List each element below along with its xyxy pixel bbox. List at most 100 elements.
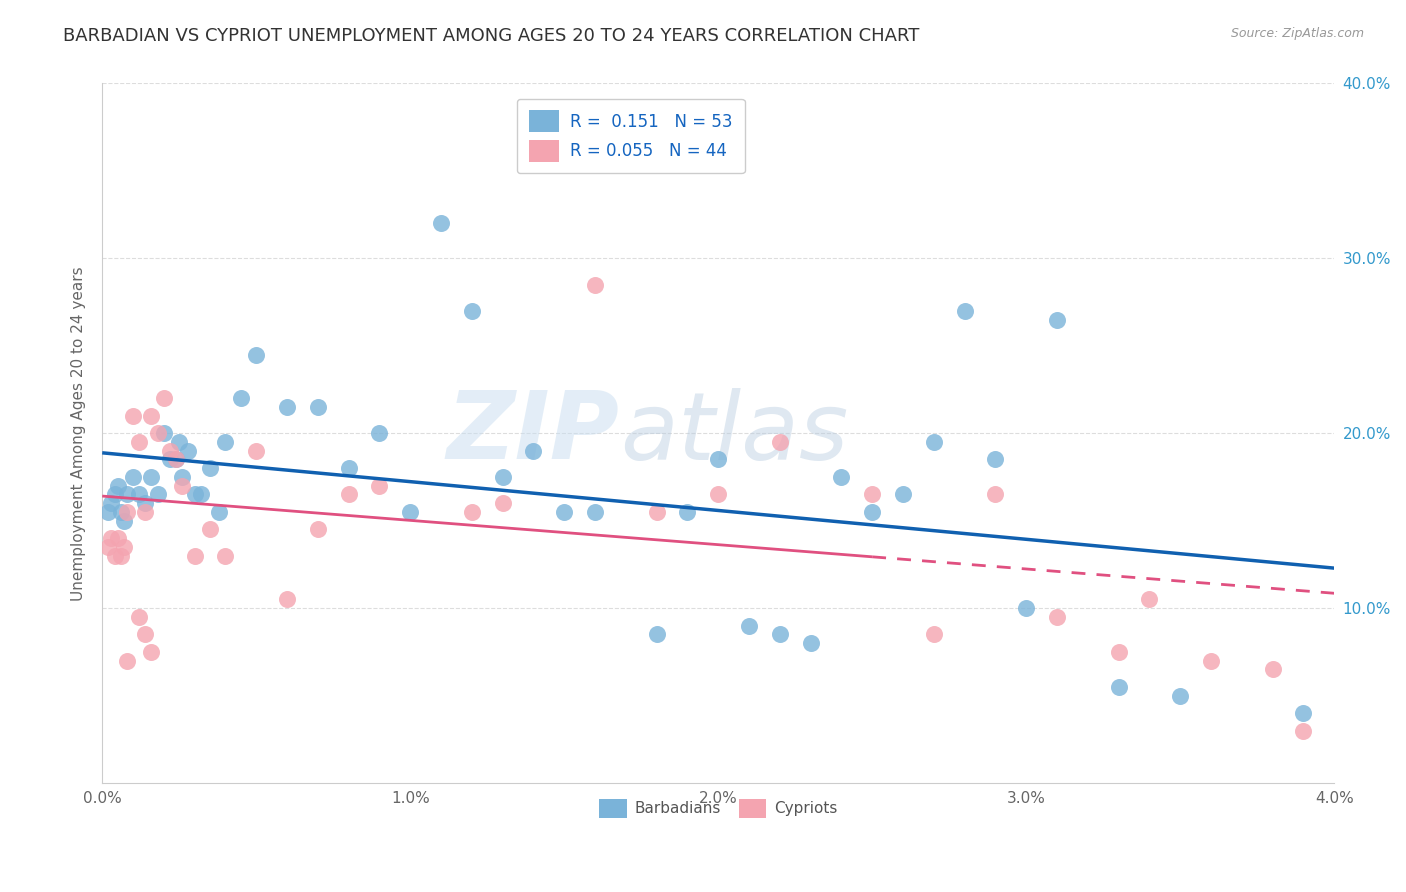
Point (128, 487, 150, 501)
Point (115, 505, 138, 519)
Point (165, 452, 187, 467)
Point (110, 549, 132, 563)
Point (159, 452, 181, 467)
Point (100, 531, 122, 545)
Point (922, 434, 945, 449)
Point (368, 479, 391, 493)
Point (172, 479, 194, 493)
Point (276, 592, 298, 607)
Point (229, 391, 252, 405)
Point (128, 434, 150, 449)
Point (1046, 610, 1069, 624)
Point (553, 112, 575, 126)
Point (337, 487, 360, 501)
Point (134, 627, 156, 641)
Point (190, 487, 212, 501)
Point (1261, 662, 1284, 676)
Point (183, 487, 205, 501)
Text: atlas: atlas (620, 388, 848, 479)
Point (167, 434, 190, 449)
Point (159, 443, 181, 458)
Point (115, 487, 138, 501)
Point (214, 434, 236, 449)
Point (1015, 601, 1038, 615)
Point (491, 496, 513, 510)
Point (1292, 723, 1315, 738)
Point (276, 400, 298, 414)
Point (461, 505, 484, 519)
Point (830, 470, 852, 484)
Text: Source: ZipAtlas.com: Source: ZipAtlas.com (1230, 27, 1364, 40)
Point (172, 470, 194, 484)
Text: ZIP: ZIP (447, 387, 620, 479)
Point (103, 487, 125, 501)
Point (800, 636, 823, 650)
Point (707, 452, 730, 467)
Point (491, 470, 513, 484)
Text: BARBADIAN VS CYPRIOT UNEMPLOYMENT AMONG AGES 20 TO 24 YEARS CORRELATION CHART: BARBADIAN VS CYPRIOT UNEMPLOYMENT AMONG … (63, 27, 920, 45)
Point (198, 523, 221, 537)
Point (645, 627, 668, 641)
Point (1046, 312, 1069, 326)
Y-axis label: Unemployment Among Ages 20 to 24 years: Unemployment Among Ages 20 to 24 years (72, 266, 86, 600)
Point (112, 540, 135, 554)
Point (122, 409, 145, 423)
Point (1292, 706, 1315, 720)
Point (122, 470, 145, 484)
Point (645, 505, 668, 519)
Point (245, 347, 267, 361)
Point (141, 409, 163, 423)
Point (134, 505, 156, 519)
Point (107, 479, 129, 493)
Point (110, 505, 132, 519)
Point (134, 496, 156, 510)
Point (922, 627, 945, 641)
Point (953, 303, 976, 318)
Point (399, 505, 422, 519)
Point (860, 487, 883, 501)
Point (128, 610, 150, 624)
Point (183, 549, 205, 563)
Point (984, 487, 1007, 501)
Point (1108, 645, 1130, 659)
Point (522, 443, 544, 458)
Point (583, 505, 606, 519)
Point (461, 303, 484, 318)
Point (430, 216, 453, 230)
Point (307, 400, 329, 414)
Point (153, 391, 176, 405)
Point (107, 531, 129, 545)
Point (177, 443, 200, 458)
Point (1137, 592, 1160, 607)
Point (146, 426, 169, 441)
Point (738, 618, 761, 632)
Point (707, 487, 730, 501)
Point (103, 549, 125, 563)
Point (1168, 689, 1191, 703)
Point (984, 452, 1007, 467)
Point (769, 434, 792, 449)
Legend: Barbadians, Cypriots: Barbadians, Cypriots (593, 792, 844, 824)
Point (208, 505, 231, 519)
Point (146, 487, 169, 501)
Point (115, 654, 138, 668)
Point (198, 461, 221, 475)
Point (141, 470, 163, 484)
Point (1199, 654, 1222, 668)
Point (97, 540, 120, 554)
Point (553, 505, 575, 519)
Point (141, 645, 163, 659)
Point (1108, 680, 1130, 694)
Point (368, 426, 391, 441)
Point (337, 461, 360, 475)
Point (153, 426, 176, 441)
Point (112, 514, 135, 528)
Point (676, 505, 699, 519)
Point (860, 505, 883, 519)
Point (307, 523, 329, 537)
Point (583, 277, 606, 292)
Point (769, 627, 792, 641)
Point (97, 505, 120, 519)
Point (891, 487, 914, 501)
Point (165, 452, 187, 467)
